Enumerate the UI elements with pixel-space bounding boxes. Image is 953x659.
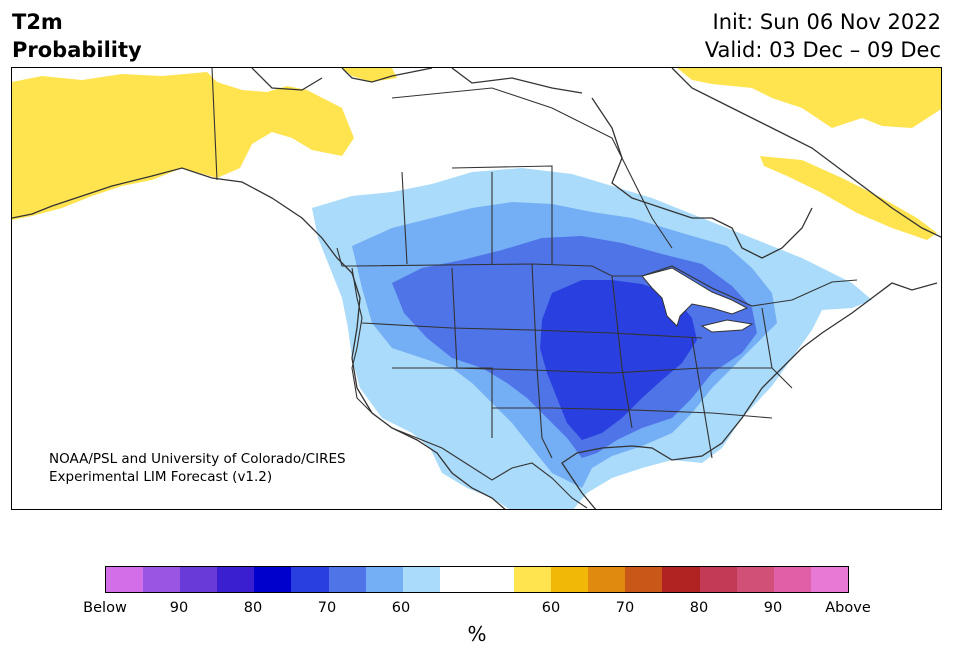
credit-line-1: NOAA/PSL and University of Colorado/CIRE… [49,451,346,467]
colorbar-cell [365,567,403,592]
colorbar-tick-below-60: 60 [391,600,411,616]
map-title: T2m Probability [12,8,142,64]
greenland-above-region [677,68,941,128]
colorbar-cell [476,567,515,592]
colorbar-cell [291,567,329,592]
below-75-region [540,280,697,440]
colorbar-cell [217,567,255,592]
colorbar-tick-below-70: 70 [317,600,337,616]
colorbar-cell [773,567,811,592]
valid-range: Valid: 03 Dec – 09 Dec [704,38,941,62]
title-line-1: T2m [12,10,63,34]
political-borders [211,68,858,509]
labrador-above-region [760,156,937,240]
colorbar-cell [254,567,292,592]
colorbar-tick-below-80: 80 [243,600,263,616]
colorbar-cell [662,567,700,592]
colorbar-cell [551,567,589,592]
colorbar-cell [328,567,366,592]
colorbar-cell [625,567,663,592]
colorbar-cell [699,567,737,592]
init-date: Init: Sun 06 Nov 2022 [712,10,941,34]
credit-line-2: Experimental LIM Forecast (v1.2) [49,469,273,485]
colorbar [105,566,849,593]
great-lakes [641,267,754,333]
colorbar-cell [106,567,144,592]
coastlines [12,68,941,509]
colorbar-cell [736,567,774,592]
colorbar-tick-above-90: 90 [763,600,783,616]
forecast-dates: Init: Sun 06 Nov 2022 Valid: 03 Dec – 09… [705,8,941,64]
colorbar-tick-above-60: 60 [541,600,561,616]
colorbar-cell [810,567,848,592]
colorbar-tick-above-70: 70 [615,600,635,616]
alaska-above-region [12,72,354,220]
colorbar-tick-below-90: 90 [169,600,189,616]
colorbar-tick-above: Above [825,600,871,616]
probability-map [12,68,941,509]
colorbar-cell [588,567,626,592]
credit-text: NOAA/PSL and University of Colorado/CIRE… [49,450,346,486]
colorbar-cell [439,567,477,592]
colorbar-tick-above-80: 80 [689,600,709,616]
colorbar-unit-label: % [467,622,487,646]
colorbar-cell [143,567,181,592]
map-panel [11,67,942,510]
colorbar-cell [514,567,552,592]
colorbar-tick-below: Below [83,600,127,616]
colorbar-cell [180,567,218,592]
title-line-2: Probability [12,38,142,62]
colorbar-cell [402,567,440,592]
